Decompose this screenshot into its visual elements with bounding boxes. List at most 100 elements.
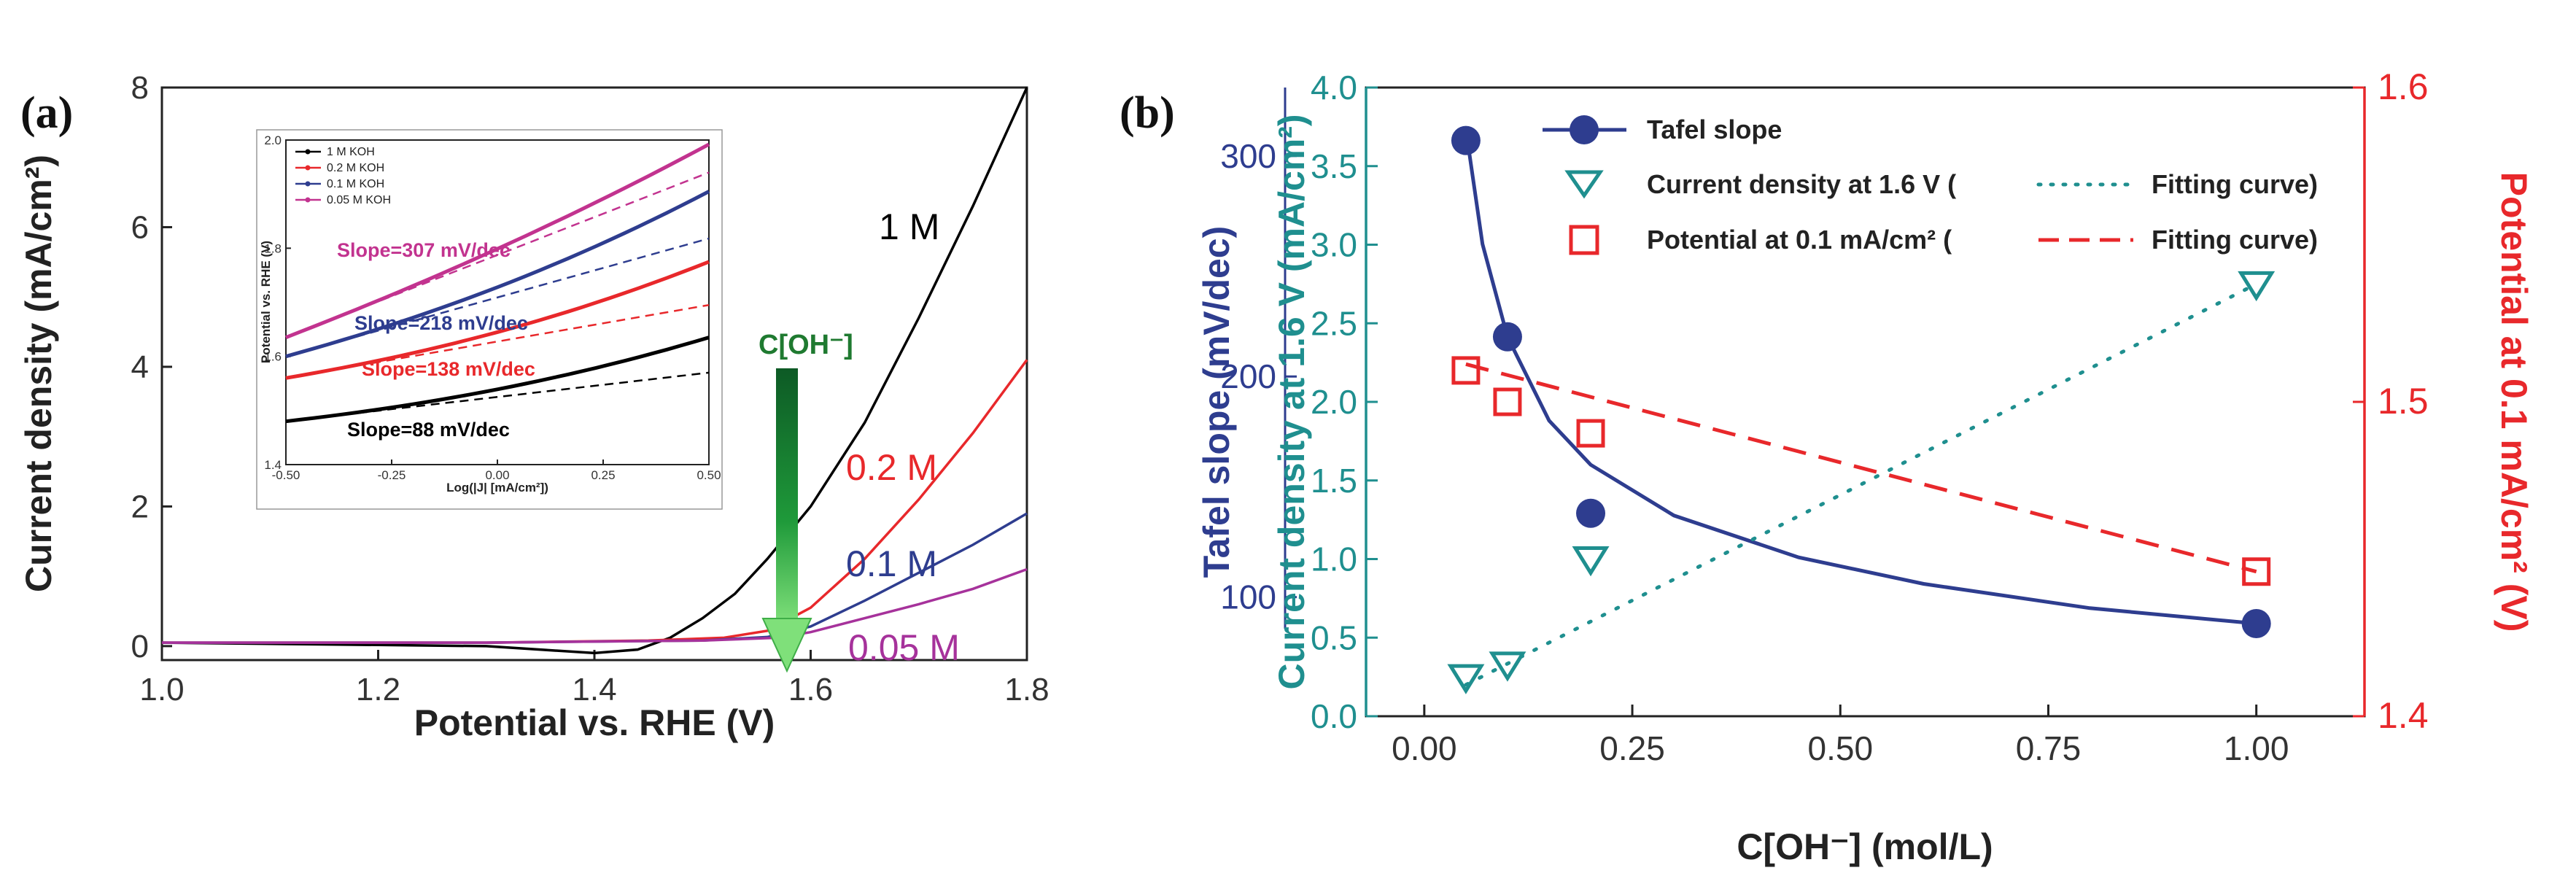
legend-potential-fit: Fitting curve) bbox=[2152, 225, 2318, 255]
current-point bbox=[2238, 271, 2276, 302]
legend-square-icon bbox=[1569, 225, 1599, 255]
a-xtick-label: 1.2 bbox=[356, 672, 400, 707]
inset-fit-line bbox=[285, 371, 710, 422]
potential-point bbox=[1493, 387, 1522, 416]
inset-legend-label: 0.1 M KOH bbox=[327, 178, 384, 190]
current-tick-label: 4.0 bbox=[1311, 69, 1357, 106]
a-ytick-label: 8 bbox=[131, 70, 149, 106]
panel-b-ylabel-current: Current density at 1.6 V (mA/cm²) bbox=[1271, 114, 1312, 689]
panel-a: (a) 1.0 1.2 1.4 1.6 1.8 0 2 4 6 8 C[OH⁻] 1 M 0.2 … bbox=[18, 70, 1050, 743]
panel-b-points bbox=[1447, 125, 2276, 694]
a-xtick-label: 1.4 bbox=[572, 672, 616, 707]
inset-legend-label: 1 M KOH bbox=[327, 146, 375, 158]
tafel-point bbox=[2241, 608, 2271, 638]
panel-b-label: (b) bbox=[1120, 88, 1175, 138]
concentration-arrow bbox=[761, 368, 812, 673]
inset: -0.50 -0.25 0.00 0.25 0.50 1.4 1.6 1.8 2.0 1 M K… bbox=[256, 129, 723, 510]
current-tick-label: 2.5 bbox=[1311, 304, 1357, 342]
panel-b-xlabel: C[OH⁻] (mol/L) bbox=[1737, 826, 1993, 867]
inset-ytick-label: 1.6 bbox=[264, 350, 282, 364]
legend-current-label: Current density at 1.6 V ( bbox=[1647, 169, 1956, 199]
legend-triangle-icon bbox=[1564, 170, 1604, 199]
series-line-1M bbox=[161, 87, 1028, 655]
potential-tick-label: 1.5 bbox=[2378, 381, 2429, 422]
inset-xtick-label: 0.50 bbox=[697, 468, 721, 482]
inset-xtick-label: -0.25 bbox=[378, 468, 406, 482]
panel-b-legend: Tafel slope Current density at 1.6 V ( F… bbox=[1543, 115, 2318, 255]
legend-circle-icon bbox=[1570, 115, 1599, 144]
arrow-head-icon bbox=[761, 618, 812, 673]
inset-series-line bbox=[285, 336, 710, 424]
potential-point bbox=[1576, 419, 1605, 448]
inset-ytick-label: 1.8 bbox=[264, 241, 282, 255]
current-point bbox=[1447, 664, 1485, 694]
inset-series-line bbox=[285, 142, 710, 340]
panel-b-axes: 0.00 0.25 0.50 0.75 1.00 100 200 300 0.0 0.5 1.0 1.… bbox=[1220, 66, 2428, 767]
b-xtick-label: 0.75 bbox=[2016, 729, 2082, 767]
b-xtick-label: 0.00 bbox=[1392, 729, 1457, 767]
panel-a-xlabel: Potential vs. RHE (V) bbox=[414, 702, 775, 743]
series-line-0.05M bbox=[162, 567, 1028, 644]
current-tick-label: 2.0 bbox=[1311, 383, 1357, 421]
inset-ytick-label: 2.0 bbox=[264, 133, 282, 147]
inset-legend-label: 0.2 M KOH bbox=[327, 162, 384, 174]
inset-series-line bbox=[285, 260, 710, 380]
slope-label-0.2M: Slope=138 mV/dec bbox=[362, 358, 535, 380]
conc-label-0.05M: 0.05 M bbox=[848, 627, 960, 668]
inset-ytick-label: 1.4 bbox=[264, 458, 282, 472]
legend-current-fit: Fitting curve) bbox=[2152, 169, 2318, 199]
tafel-point bbox=[1451, 125, 1481, 155]
current-tick-label: 1.0 bbox=[1311, 540, 1357, 578]
panel-b-ylabel-tafel: Tafel slope (mV/dec) bbox=[1196, 226, 1237, 578]
panel-a-label: (a) bbox=[20, 88, 73, 138]
slope-label-0.05M: Slope=307 mV/dec bbox=[337, 239, 511, 261]
inset-legend-label: 0.05 M KOH bbox=[327, 194, 391, 206]
inset-ticks: -0.50 -0.25 0.00 0.25 0.50 1.4 1.6 1.8 2.0 bbox=[264, 133, 721, 482]
current-point bbox=[1489, 651, 1526, 682]
current-point bbox=[1572, 546, 1610, 577]
inset-xtick-label: 0.00 bbox=[485, 468, 509, 482]
potential-point bbox=[1451, 356, 1481, 385]
potential-tick-label: 1.4 bbox=[2378, 695, 2429, 736]
tafel-tick-label: 100 bbox=[1220, 578, 1276, 616]
inset-xlabel: Log(|J| [mA/cm²]) bbox=[446, 481, 548, 495]
a-ytick-label: 6 bbox=[131, 209, 149, 245]
conc-label-0.1M: 0.1 M bbox=[846, 543, 937, 584]
inset-ylabel: Potential vs. RHE (V) bbox=[259, 241, 273, 363]
a-xtick-label: 1.0 bbox=[139, 672, 184, 707]
inset-legend-marker-icon bbox=[305, 197, 311, 203]
current-tick-label: 3.5 bbox=[1311, 147, 1357, 185]
inset-series-line bbox=[285, 190, 710, 359]
conc-label-1M: 1 M bbox=[879, 206, 939, 247]
panel-b: (b) 0.00 0.25 0.50 0.75 1.00 100 200 300 0.0 0.5 1… bbox=[1120, 66, 2534, 867]
slope-label-0.1M: Slope=218 mV/dec bbox=[354, 312, 528, 334]
current-tick-label: 0.5 bbox=[1311, 618, 1357, 656]
potential-point bbox=[2242, 557, 2271, 586]
a-xtick-label: 1.6 bbox=[788, 672, 833, 707]
fit-line-potential-fitting-curve bbox=[1465, 362, 2257, 574]
inset-legend-marker-icon bbox=[305, 165, 311, 171]
b-xtick-label: 0.50 bbox=[1808, 729, 1874, 767]
b-xtick-label: 0.25 bbox=[1599, 729, 1665, 767]
a-ytick-label: 4 bbox=[131, 349, 149, 385]
current-tick-label: 0.0 bbox=[1311, 697, 1357, 735]
panel-b-fits bbox=[1464, 129, 2259, 687]
panel-a-ylabel: Current density (mA/cm²) bbox=[18, 155, 59, 592]
inset-xtick-label: -0.50 bbox=[272, 468, 300, 482]
potential-tick-label: 1.6 bbox=[2378, 66, 2429, 107]
legend-potential-label: Potential at 0.1 mA/cm² ( bbox=[1647, 225, 1952, 255]
a-xtick-label: 1.8 bbox=[1004, 672, 1049, 707]
inset-series bbox=[285, 142, 710, 424]
a-ytick-label: 2 bbox=[131, 489, 149, 524]
inset-legend: 1 M KOH 0.2 M KOH 0.1 M KOH 0.05 M KOH bbox=[295, 146, 391, 206]
inset-legend-marker-icon bbox=[305, 181, 311, 187]
inset-legend-marker-icon bbox=[305, 149, 311, 155]
inset-xtick-label: 0.25 bbox=[591, 468, 615, 482]
b-xtick-label: 1.00 bbox=[2224, 729, 2289, 767]
tafel-point bbox=[1576, 498, 1606, 528]
current-tick-label: 1.5 bbox=[1311, 462, 1357, 500]
legend-tafel-label: Tafel slope bbox=[1647, 115, 1782, 144]
fit-line-current-fitting-curve bbox=[1464, 282, 2259, 687]
tafel-point bbox=[1492, 322, 1522, 352]
conc-label-0.2M: 0.2 M bbox=[846, 447, 937, 488]
